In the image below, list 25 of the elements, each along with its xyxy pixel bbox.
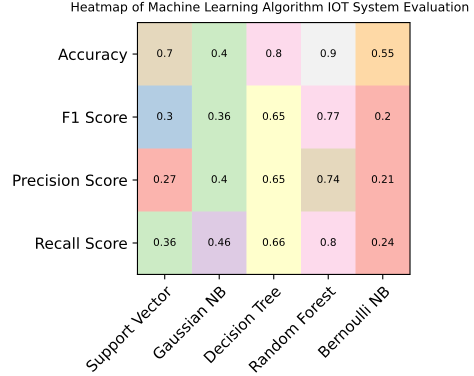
data-label: 0.8: [320, 238, 336, 246]
data-label: 0.66: [262, 238, 285, 246]
data-label: 0.27: [154, 175, 176, 184]
data-label: 0.21: [372, 175, 394, 184]
y-tick-label: F1 Score: [63, 111, 127, 124]
y-tick-label: Recall Score: [36, 237, 127, 250]
data-label: 0.24: [372, 238, 394, 246]
data-label: 0.2: [375, 112, 390, 120]
data-label: 0.74: [317, 175, 340, 184]
data-label: 0.46: [208, 238, 230, 246]
data-label: 0.4: [212, 175, 227, 184]
data-label: 0.65: [262, 175, 284, 184]
data-label: 0.36: [208, 112, 230, 120]
data-label: 0.55: [372, 49, 394, 58]
data-label: 0.36: [154, 238, 176, 246]
data-label: 0.9: [320, 49, 336, 58]
data-label: 0.77: [317, 112, 339, 120]
data-label: 0.8: [266, 49, 282, 58]
data-label: 0.65: [262, 112, 284, 120]
data-label: 0.7: [157, 49, 172, 58]
y-tick-label: Accuracy: [58, 48, 128, 64]
chart-title: Heatmap of Machine Learning Algorithm IOT System Evaluation: [72, 2, 468, 14]
y-tick-label: Precision Score: [13, 174, 127, 186]
data-label: 0.3: [157, 112, 172, 120]
data-label: 0.4: [212, 49, 227, 58]
